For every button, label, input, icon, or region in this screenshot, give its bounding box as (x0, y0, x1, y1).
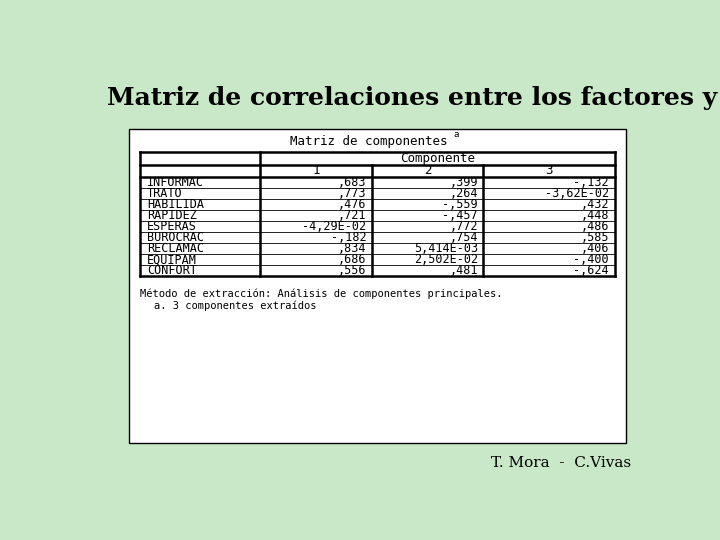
Text: ,772: ,772 (449, 220, 478, 233)
Text: -,182: -,182 (330, 231, 366, 244)
Text: TRATO: TRATO (147, 187, 183, 200)
Text: ,448: ,448 (580, 209, 609, 222)
Text: ,556: ,556 (338, 264, 366, 277)
Text: ,721: ,721 (338, 209, 366, 222)
Text: Matriz de correlaciones entre los factores y las variables.: Matriz de correlaciones entre los factor… (107, 85, 720, 110)
Text: ,486: ,486 (580, 220, 609, 233)
Text: -,132: -,132 (573, 176, 609, 189)
Text: ,686: ,686 (338, 253, 366, 266)
Text: ,476: ,476 (338, 198, 366, 211)
Text: ,481: ,481 (449, 264, 478, 277)
Text: BUROCRAC: BUROCRAC (147, 231, 204, 244)
Text: 2,502E-02: 2,502E-02 (414, 253, 478, 266)
Text: ,834: ,834 (338, 242, 366, 255)
Text: HABILIDA: HABILIDA (147, 198, 204, 211)
Text: 1: 1 (312, 164, 320, 177)
Text: a: a (454, 130, 459, 139)
Text: ,683: ,683 (338, 176, 366, 189)
Text: 2: 2 (424, 164, 431, 177)
Text: T. Mora  -  C.Vivas: T. Mora - C.Vivas (491, 456, 631, 470)
Text: RECLAMAC: RECLAMAC (147, 242, 204, 255)
Text: ,406: ,406 (580, 242, 609, 255)
Text: -,400: -,400 (573, 253, 609, 266)
Text: a. 3 componentes extraídos: a. 3 componentes extraídos (154, 300, 317, 311)
Text: ,585: ,585 (580, 231, 609, 244)
Text: -4,29E-02: -4,29E-02 (302, 220, 366, 233)
Text: INFORMAC: INFORMAC (147, 176, 204, 189)
Text: CONFORT: CONFORT (147, 264, 197, 277)
Text: ESPERAS: ESPERAS (147, 220, 197, 233)
Text: -,624: -,624 (573, 264, 609, 277)
Text: EQUIPAM: EQUIPAM (147, 253, 197, 266)
Text: -,559: -,559 (442, 198, 478, 211)
Text: ,399: ,399 (449, 176, 478, 189)
Text: Método de extracción: Análisis de componentes principales.: Método de extracción: Análisis de compon… (140, 289, 503, 299)
Text: ,773: ,773 (338, 187, 366, 200)
Text: Matriz de componentes: Matriz de componentes (290, 135, 448, 148)
Text: ,264: ,264 (449, 187, 478, 200)
Text: Componente: Componente (400, 152, 475, 165)
Text: 5,414E-03: 5,414E-03 (414, 242, 478, 255)
Text: 3: 3 (545, 164, 553, 177)
Text: ,754: ,754 (449, 231, 478, 244)
FancyBboxPatch shape (129, 129, 626, 443)
Text: -,457: -,457 (442, 209, 478, 222)
Text: -3,62E-02: -3,62E-02 (545, 187, 609, 200)
Text: RAPIDEZ: RAPIDEZ (147, 209, 197, 222)
Text: ,432: ,432 (580, 198, 609, 211)
